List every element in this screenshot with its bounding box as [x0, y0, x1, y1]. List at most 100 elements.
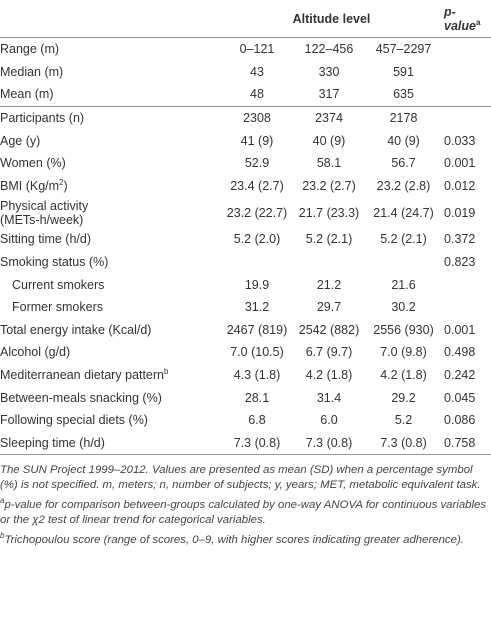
value-cell: 19.9 [223, 273, 291, 296]
table-row: Alcohol (g/d) 7.0 (10.5) 6.7 (9.7) 7.0 (9.8… [0, 341, 491, 364]
value-cell [367, 251, 440, 274]
value-cell: 7.3 (0.8) [291, 431, 367, 456]
value-cell: 2178 [367, 105, 441, 130]
value-cell: 40 (9) [367, 129, 440, 152]
footnote-text: p-value for comparison between-groups ca… [0, 499, 487, 527]
cell-text: 5.2 (2.1) [380, 232, 427, 247]
value-cell: 41 (9) [223, 129, 291, 152]
cell-text: 23.2 (2.8) [376, 178, 431, 193]
cell-text: 23.4 (2.7) [230, 178, 284, 193]
value-cell: 317 [291, 83, 367, 106]
row-label: BMI (Kg/m2) [0, 175, 223, 198]
cell-text: 7.3 (0.8) [305, 435, 353, 450]
label-text: Physical activity [0, 198, 89, 213]
footnote: The SUN Project 1999–2012. Values are pr… [0, 463, 491, 493]
cell-text: 457–2297 [375, 42, 432, 57]
cell-text: 31.2 [244, 300, 270, 315]
table-row: Sitting time (h/d) 5.2 (2.0) 5.2 (2.1) 5.2 … [0, 228, 491, 251]
table-section: Range (m) 0–121 122–456 457–2297 Median (m) 4… [0, 38, 491, 107]
value-cell: 0–121 [223, 38, 291, 61]
value-cell: 52.9 [223, 152, 291, 175]
table-row: Smoking status (%) 0.823 [0, 251, 491, 274]
value-cell: 6.8 [223, 409, 291, 432]
cell-text: 4.3 (1.8) [233, 368, 281, 383]
value-cell: 21.6 [367, 273, 440, 296]
p-cell [440, 296, 491, 319]
p-cell: 0.019 [440, 197, 491, 228]
p-cell [440, 105, 491, 130]
label-text: Alcohol (g/d) [0, 345, 71, 360]
cell-text: 635 [393, 87, 414, 102]
cell-text: 58.1 [316, 156, 342, 171]
value-cell: 21.2 [291, 273, 367, 296]
p-text: 0.242 [444, 368, 476, 383]
cell-text: 2556 (930) [373, 322, 434, 337]
group-header: Altitude level [223, 0, 441, 38]
p-text: 0.001 [444, 156, 476, 171]
p-cell: 0.498 [440, 341, 491, 364]
cell-text: 0–121 [239, 42, 275, 57]
table-row: Range (m) 0–121 122–456 457–2297 [0, 38, 491, 61]
value-cell: 23.2 (2.8) [367, 175, 440, 198]
label-text: Range (m) [0, 42, 60, 57]
footnote: bTrichopoulou score (range of scores, 0–… [0, 532, 491, 548]
cell-text: 330 [318, 64, 340, 79]
p-text: 0.012 [444, 178, 476, 193]
cell-text: 52.9 [244, 156, 270, 171]
value-cell [291, 251, 367, 274]
table-row: Former smokers 31.2 29.7 30.2 [0, 296, 491, 319]
label-text: Mediterranean dietary pattern [0, 368, 164, 383]
label-text: Median (m) [0, 64, 64, 79]
row-label: Median (m) [0, 61, 223, 84]
cell-text: 23.2 (2.7) [302, 178, 356, 193]
value-cell: 4.2 (1.8) [291, 364, 367, 387]
table-row: Between-meals snacking (%) 28.1 31.4 29.2 0.… [0, 386, 491, 409]
value-cell: 2308 [223, 105, 291, 130]
cell-text: 2178 [389, 111, 418, 126]
p-cell [440, 38, 491, 61]
cell-text: 40 (9) [312, 133, 346, 148]
p-cell [440, 83, 491, 106]
value-cell: 30.2 [367, 296, 440, 319]
value-cell: 5.2 (2.1) [291, 228, 367, 251]
label-text: BMI (Kg/m [0, 178, 60, 193]
value-cell: 40 (9) [291, 129, 367, 152]
cell-text: 4.2 (1.8) [380, 368, 427, 383]
cell-text: 7.0 (9.8) [380, 345, 427, 360]
value-cell: 29.7 [291, 296, 367, 319]
row-label: Range (m) [0, 38, 223, 61]
table-row: Median (m) 43 330 591 [0, 61, 491, 84]
value-cell: 6.0 [291, 409, 367, 432]
p-cell: 0.012 [440, 175, 491, 198]
label-text: Former smokers [12, 300, 103, 315]
label-text: Sitting time (h/d) [0, 232, 92, 247]
cell-text: 5.2 (2.1) [305, 232, 353, 247]
value-cell: 31.2 [223, 296, 291, 319]
label-text: Sleeping time (h/d) [0, 435, 105, 450]
value-cell: 2467 (819) [223, 319, 291, 342]
value-cell: 23.2 (22.7) [223, 197, 291, 228]
cell-text: 21.2 [316, 277, 342, 292]
table-row: Mediterranean dietary patternb 4.3 (1.8) 4… [0, 364, 491, 387]
value-cell: 21.4 (24.7) [367, 197, 440, 228]
table-row: Physical activity (METs-h/week) 23.2 (22.7… [0, 197, 491, 228]
value-cell: 2374 [291, 105, 367, 130]
p-text: 0.001 [444, 322, 476, 337]
cell-text: 122–456 [304, 42, 354, 57]
p-cell: 0.372 [440, 228, 491, 251]
p-cell: 0.086 [440, 409, 491, 432]
table-row: Mean (m) 48 317 635 [0, 83, 491, 106]
p-text: 0.372 [444, 232, 476, 247]
table-row: Participants (n) 2308 2374 2178 [0, 105, 491, 130]
value-cell: 5.2 [367, 409, 440, 432]
footnote: ap-value for comparison between-groups c… [0, 497, 491, 528]
label-text: ) [63, 178, 68, 193]
value-cell: 457–2297 [367, 38, 440, 61]
value-cell: 21.7 (23.3) [291, 197, 367, 228]
table-row: Women (%) 52.9 58.1 56.7 0.001 [0, 152, 491, 175]
value-cell: 591 [367, 61, 440, 84]
cell-text: 5.2 [394, 413, 413, 428]
p-cell: 0.001 [440, 319, 491, 342]
table-row: Following special diets (%) 6.8 6.0 5.2 0.08… [0, 409, 491, 432]
p-sup: a [476, 17, 481, 27]
